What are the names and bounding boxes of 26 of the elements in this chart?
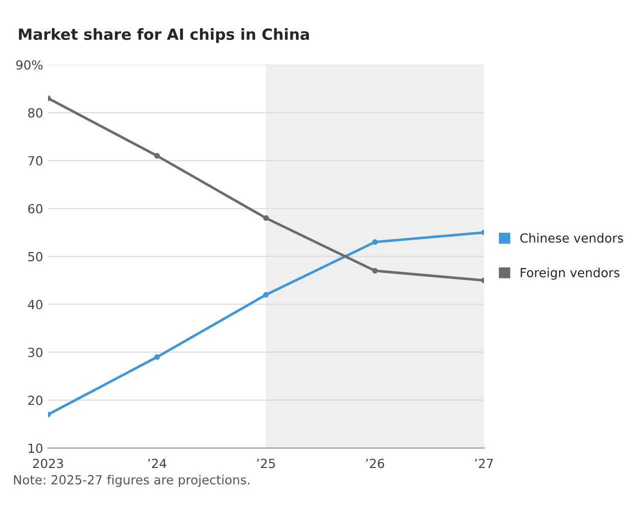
point <box>154 354 160 360</box>
y-tick-label: 50 <box>28 252 42 262</box>
y-tick-label: 10 <box>28 444 42 453</box>
line-series <box>48 230 484 418</box>
x-tick-label: ’26 <box>366 458 384 468</box>
y-tick-label: 70 <box>28 156 42 166</box>
y-tick-label: 60 <box>28 204 42 214</box>
point <box>154 153 160 159</box>
text: Note: 2025-27 figures are projections. <box>14 474 250 487</box>
x-tick-label: ’25 <box>257 458 275 468</box>
x-tick-label: ’27 <box>475 458 493 468</box>
y-tick-label: 80 <box>28 108 42 118</box>
x-tick-label: ’24 <box>148 458 166 468</box>
y-tick-label: 90% <box>16 60 43 70</box>
point <box>372 268 378 274</box>
x-tick-label: 2023 <box>33 458 63 468</box>
legend-label: Chinese vendors <box>520 233 624 243</box>
point <box>372 239 378 245</box>
line-series <box>48 96 484 284</box>
point <box>263 215 269 221</box>
chart-title: Market share for AI chips in China <box>18 28 309 43</box>
legend-label: Foreign vendors <box>520 268 620 280</box>
y-tick-label: 30 <box>28 348 42 358</box>
y-tick-label: 20 <box>28 396 42 406</box>
y-tick-label: 40 <box>28 300 42 310</box>
point <box>263 292 269 298</box>
